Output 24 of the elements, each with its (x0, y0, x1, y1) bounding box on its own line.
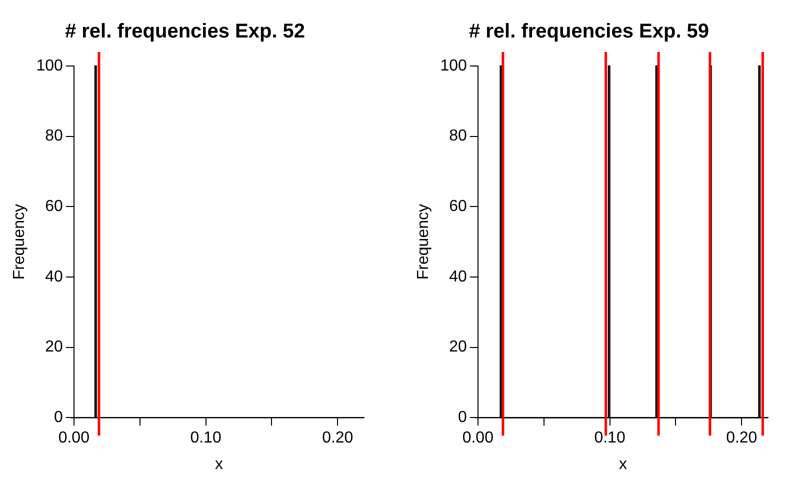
y-tick-label: 100 (36, 57, 63, 74)
y-tick-label: 40 (449, 268, 467, 286)
x-tick-label: 0.00 (462, 430, 494, 447)
y-tick-label: 20 (449, 338, 467, 356)
y-tick-label: 0 (458, 409, 467, 426)
y-tick-label: 20 (45, 338, 63, 356)
y-tick-label: 80 (449, 128, 467, 145)
x-tick-label: 0.20 (726, 430, 758, 447)
y-tick-label: 60 (45, 198, 63, 216)
y-tick-label: 60 (449, 198, 467, 216)
y-tick-label: 80 (45, 128, 63, 145)
x-axis-title: x (618, 456, 627, 473)
chart-title: # rel. frequencies Exp. 52 (64, 20, 306, 43)
x-tick-label: 0.10 (594, 430, 626, 447)
x-tick-label: 0.10 (190, 430, 222, 447)
x-tick-label: 0.20 (322, 430, 354, 447)
y-tick-label: 0 (54, 409, 63, 426)
x-tick-label: 0.00 (58, 430, 90, 447)
y-axis-title: Frequency (415, 204, 432, 280)
y-tick-label: 100 (440, 57, 467, 74)
chart-title: # rel. frequencies Exp. 59 (468, 20, 710, 43)
y-tick-label: 40 (45, 268, 63, 286)
y-axis-title: Frequency (11, 204, 28, 280)
x-axis-title: x (214, 456, 223, 473)
